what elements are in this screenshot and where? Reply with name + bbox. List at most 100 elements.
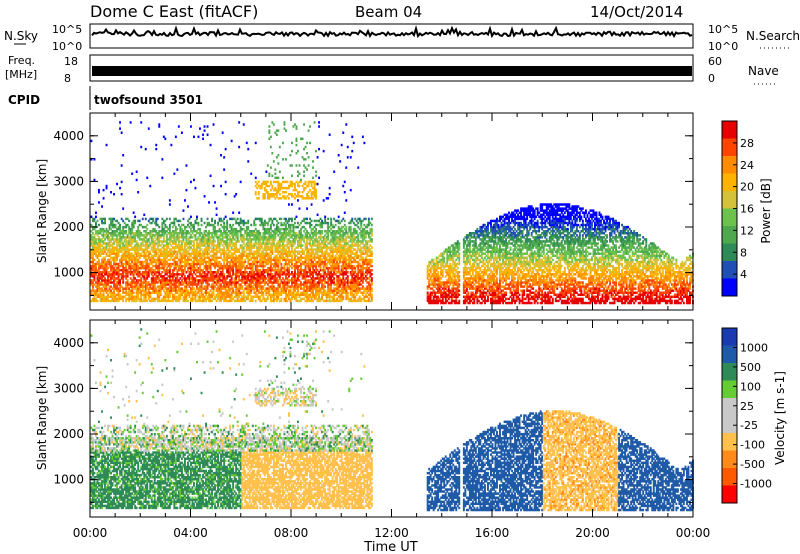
data-cell	[136, 240, 138, 242]
n-sky-label: N.Sky	[4, 29, 38, 43]
data-cell	[133, 212, 135, 214]
data-cell	[154, 228, 156, 230]
data-cell	[157, 281, 159, 283]
data-cell	[157, 218, 159, 220]
data-cell	[119, 127, 121, 129]
data-cell	[115, 224, 117, 226]
data-cell	[94, 218, 96, 220]
data-cell	[163, 234, 165, 236]
cpid-value: twofsound 3501	[94, 93, 203, 107]
data-cell	[103, 189, 105, 191]
data-cell	[152, 218, 154, 220]
data-cell	[125, 259, 127, 261]
data-cell	[158, 123, 160, 125]
data-cell	[189, 218, 191, 220]
data-cell	[146, 177, 148, 179]
data-cell	[137, 226, 139, 228]
data-cell	[186, 189, 188, 191]
data-cell	[166, 234, 168, 236]
noise-panel: N.Sky 10^5 10^0 10^5 10^0 N.Search	[4, 23, 800, 53]
data-cell	[186, 164, 188, 166]
data-cell	[198, 136, 200, 138]
data-cell	[178, 125, 180, 127]
data-cell	[113, 290, 115, 292]
data-cell	[91, 216, 93, 218]
data-cell	[127, 224, 129, 226]
data-cell	[146, 277, 148, 279]
data-cell	[119, 224, 121, 226]
data-cell	[121, 132, 123, 134]
data-cell	[143, 214, 145, 216]
data-cell	[145, 148, 147, 150]
cpid-panel: CPID twofsound 3501	[8, 86, 203, 110]
data-cell	[190, 216, 192, 218]
data-cell	[122, 298, 124, 300]
n-search-tick-top: 10^5	[708, 23, 738, 36]
data-cell	[202, 281, 204, 283]
data-cell	[97, 300, 99, 302]
data-cell	[164, 224, 166, 226]
data-cell	[119, 281, 121, 283]
data-cell	[148, 238, 150, 240]
data-cell	[199, 127, 201, 129]
data-cell	[201, 232, 203, 234]
data-cell	[106, 285, 108, 287]
data-cell	[149, 185, 151, 187]
data-cell	[176, 261, 178, 263]
data-cell	[172, 226, 174, 228]
data-cell	[119, 226, 121, 228]
data-cell	[140, 224, 142, 226]
data-cell	[95, 222, 97, 224]
data-cell	[199, 228, 201, 230]
data-cell	[146, 259, 148, 261]
data-cell	[98, 236, 100, 238]
data-cell	[160, 294, 162, 296]
data-cell	[137, 294, 139, 296]
data-cell	[134, 220, 136, 222]
data-cell	[173, 222, 175, 224]
data-cell	[127, 273, 129, 275]
data-cell	[125, 265, 127, 267]
data-cell	[193, 136, 195, 138]
data-cell	[169, 226, 171, 228]
data-cell	[140, 232, 142, 234]
data-cell	[184, 199, 186, 201]
n-sky-tick-bottom: 10^0	[52, 40, 82, 53]
data-cell	[183, 224, 185, 226]
data-cell	[122, 277, 124, 279]
data-cell	[173, 269, 175, 271]
data-cell	[169, 218, 171, 220]
data-cell	[179, 298, 181, 300]
data-cell	[181, 259, 183, 261]
data-cell	[183, 209, 185, 211]
data-cell	[125, 230, 127, 232]
plot-canvas: Dome C East (fitACF) Beam 04 14/Oct/2014…	[0, 0, 800, 554]
data-cell	[173, 259, 175, 261]
data-cell	[181, 228, 183, 230]
data-cell	[158, 269, 160, 271]
data-cell	[186, 234, 188, 236]
data-cell	[157, 224, 159, 226]
data-cell	[183, 238, 185, 240]
data-cell	[175, 136, 177, 138]
cpid-label: CPID	[8, 93, 40, 107]
data-cell	[201, 218, 203, 220]
data-cell	[118, 255, 120, 257]
data-cell	[146, 224, 148, 226]
data-cell	[127, 279, 129, 281]
data-cell	[100, 255, 102, 257]
data-cell	[104, 238, 106, 240]
data-cell	[92, 285, 94, 287]
data-cell	[134, 216, 136, 218]
data-cell	[106, 185, 108, 187]
data-cell	[198, 222, 200, 224]
data-cell	[133, 226, 135, 228]
data-cell	[140, 277, 142, 279]
data-cell	[106, 228, 108, 230]
data-cell	[173, 173, 175, 175]
data-cell	[179, 220, 181, 222]
data-cell	[116, 220, 118, 222]
data-cell	[199, 265, 201, 267]
data-cell	[169, 203, 171, 205]
data-cell	[91, 140, 93, 142]
